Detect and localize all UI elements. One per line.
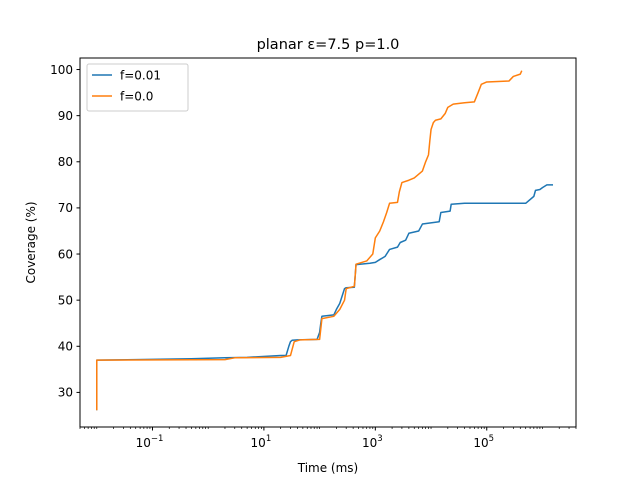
x-axis-label: Time (ms) [297, 461, 359, 475]
ticks-layer: 30 40 50 60 70 80 90 100 10−1 101 103 105 [50, 63, 577, 450]
legend: f=0.01 f=0.0 [86, 63, 189, 112]
legend-box [86, 63, 189, 112]
legend-label-1: f=0.0 [120, 89, 153, 103]
x-tick-label-2: 103 [362, 434, 383, 450]
y-tick-label-2: 50 [58, 293, 73, 307]
plot-frame [79, 57, 577, 428]
y-axis-label: Coverage (%) [24, 201, 38, 283]
y-tick-label-3: 60 [58, 247, 73, 261]
y-tick-label-7: 100 [50, 63, 73, 77]
x-tick-label-3: 105 [473, 434, 494, 450]
y-tick-label-5: 80 [58, 155, 73, 169]
y-tick-label-6: 90 [58, 109, 73, 123]
series-line-1 [96, 70, 523, 411]
chart-title: planar ε=7.5 p=1.0 [257, 37, 400, 53]
x-tick-label-0: 10−1 [136, 434, 164, 450]
series-line-0 [96, 184, 554, 411]
y-tick-label-1: 40 [58, 340, 73, 354]
x-tick-label-1: 101 [251, 434, 272, 450]
y-tick-label-4: 70 [58, 201, 73, 215]
y-tick-label-0: 30 [58, 386, 73, 400]
legend-label-0: f=0.01 [120, 68, 161, 82]
series-layer [96, 70, 554, 411]
